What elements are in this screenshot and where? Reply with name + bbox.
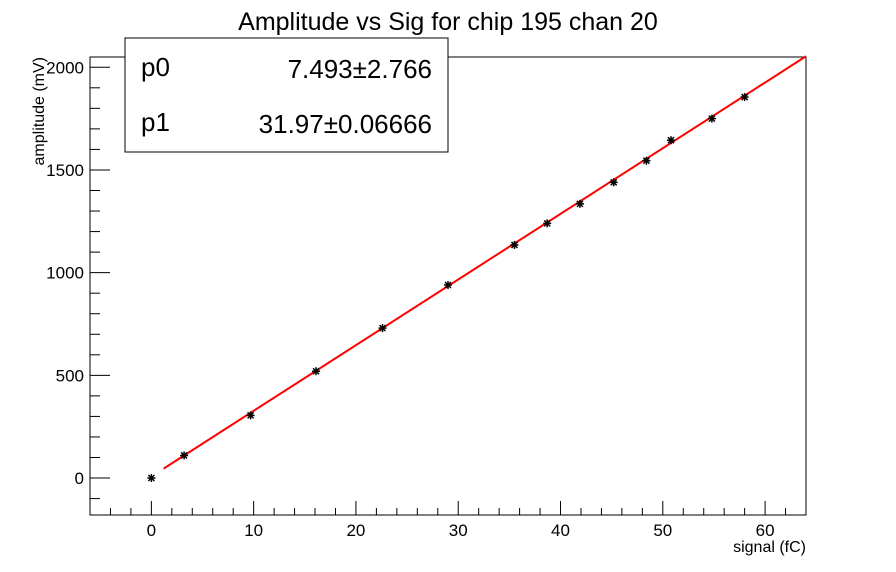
data-point <box>543 219 552 228</box>
data-point-stroke <box>576 200 584 208</box>
fit-line-group <box>163 55 807 470</box>
data-point <box>575 199 584 208</box>
y-tick-label: 0 <box>75 469 84 488</box>
data-point <box>740 93 749 102</box>
data-point <box>642 156 651 165</box>
data-point-stroke <box>312 367 320 375</box>
data-point-stroke <box>667 136 675 144</box>
y-tick-label: 500 <box>56 366 84 385</box>
y-tick-label: 1500 <box>46 161 84 180</box>
fit-param-p0-pm: ± <box>353 54 367 84</box>
data-point <box>609 178 618 187</box>
fit-param-p0-estimate: 7.493 <box>288 54 353 84</box>
data-point <box>180 451 189 460</box>
data-point-stroke <box>444 281 452 289</box>
fit-param-p1-value: 31.97±0.06666 <box>259 109 432 139</box>
x-tick-label: 20 <box>346 521 365 540</box>
chart-title: Amplitude vs Sig for chip 195 chan 20 <box>238 8 658 36</box>
x-tick-label: 0 <box>147 521 156 540</box>
x-tick-label: 60 <box>756 521 775 540</box>
data-point-stroke <box>510 241 519 249</box>
x-axis-title: signal (fC) <box>733 539 806 556</box>
data-point <box>312 367 321 376</box>
x-tick-label: 40 <box>551 521 570 540</box>
data-point-stroke <box>708 115 716 123</box>
data-point-stroke <box>147 474 155 482</box>
fit-line <box>163 55 807 470</box>
fit-param-p1-error: 0.06666 <box>338 109 432 139</box>
fit-param-p0-error: 2.766 <box>367 54 432 84</box>
data-point <box>666 136 675 145</box>
y-tick-label: 2000 <box>46 58 84 77</box>
x-tick-label: 30 <box>449 521 468 540</box>
y-axis-title: amplitude (mV) <box>31 57 48 165</box>
data-point-stroke <box>741 93 749 101</box>
data-point-stroke <box>379 324 387 332</box>
x-tick-label: 50 <box>653 521 672 540</box>
fit-param-p1-name: p1 <box>141 107 170 137</box>
data-point-stroke <box>610 178 618 186</box>
data-point <box>246 411 255 420</box>
fit-param-p0-value: 7.493±2.766 <box>288 54 432 84</box>
data-point <box>444 280 452 289</box>
x-tick-label: 10 <box>244 521 263 540</box>
data-point <box>707 114 716 123</box>
y-axis: 0 500 1000 1500 2000 <box>46 58 110 500</box>
fit-param-p1-pm: ± <box>324 109 338 139</box>
data-point-stroke <box>642 157 650 165</box>
fit-stats-box-frame <box>124 37 449 153</box>
data-point <box>147 474 156 483</box>
data-point-stroke <box>180 451 188 459</box>
data-points <box>147 93 749 483</box>
x-axis: 0 10 20 30 40 50 60 <box>89 501 807 540</box>
data-point <box>378 324 387 333</box>
fit-param-p1-estimate: 31.97 <box>259 109 324 139</box>
y-tick-label: 1000 <box>46 264 84 283</box>
fit-stats-box: p0 7.493±2.766 p1 31.97±0.06666 <box>124 37 449 153</box>
data-point-stroke <box>247 411 255 419</box>
fit-param-p0-name: p0 <box>141 52 170 82</box>
data-point-stroke <box>543 219 551 227</box>
data-point <box>510 240 519 249</box>
